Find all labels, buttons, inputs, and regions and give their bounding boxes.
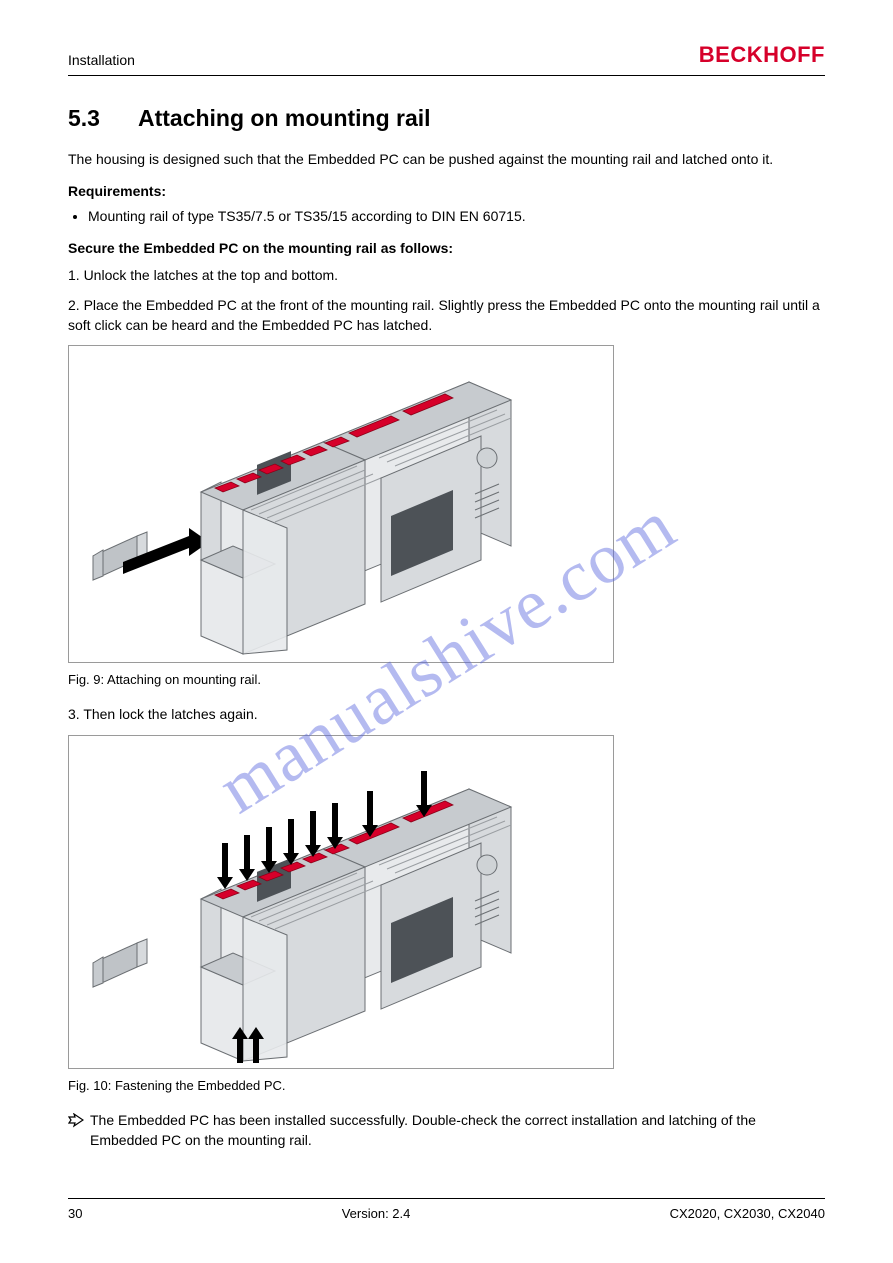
- section-heading: 5.3 Attaching on mounting rail: [68, 102, 825, 134]
- page-footer: 30 Version: 2.4 CX2020, CX2030, CX2040: [68, 1198, 825, 1223]
- brand-logo: BECKHOFF: [699, 40, 825, 71]
- step-2: 2. Place the Embedded PC at the front of…: [68, 296, 825, 335]
- result-text: The Embedded PC has been installed succe…: [90, 1111, 825, 1150]
- figure-9-caption: Fig. 9: Attaching on mounting rail.: [68, 671, 825, 689]
- figure-10: [68, 735, 614, 1069]
- figure-10-caption: Fig. 10: Fastening the Embedded PC.: [68, 1077, 825, 1095]
- din-rail-icon: [93, 939, 147, 987]
- intro-paragraph: The housing is designed such that the Em…: [68, 150, 825, 170]
- footer-page-number: 30: [68, 1205, 82, 1223]
- list-item: Mounting rail of type TS35/7.5 or TS35/1…: [88, 207, 825, 227]
- result-arrow-icon: [68, 1113, 84, 1129]
- device-illustration-2: [81, 751, 601, 1067]
- figure-9: [68, 345, 614, 663]
- procedure-heading: Secure the Embedded PC on the mounting r…: [68, 239, 825, 259]
- section-title-text: Attaching on mounting rail: [138, 105, 431, 131]
- section-number: 5.3: [68, 105, 100, 131]
- footer-version: Version: 2.4: [342, 1205, 411, 1223]
- prereq-heading: Requirements:: [68, 182, 825, 202]
- step-3: 3. Then lock the latches again.: [68, 705, 825, 725]
- prereq-list: Mounting rail of type TS35/7.5 or TS35/1…: [68, 207, 825, 227]
- plc-body: [201, 789, 511, 1061]
- footer-product: CX2020, CX2030, CX2040: [670, 1205, 825, 1223]
- plc-body: [201, 382, 511, 654]
- header-section: Installation: [68, 51, 135, 71]
- step-1: 1. Unlock the latches at the top and bot…: [68, 266, 825, 286]
- device-illustration-1: [81, 360, 601, 660]
